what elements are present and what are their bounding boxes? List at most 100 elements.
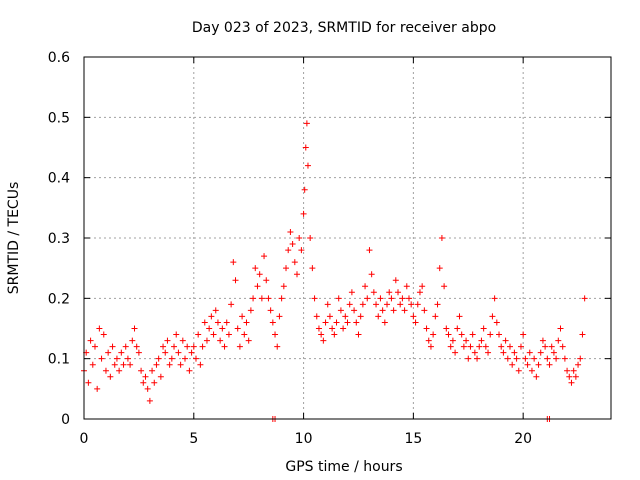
data-point — [278, 295, 285, 302]
data-point — [300, 210, 307, 217]
data-point — [572, 373, 579, 380]
data-point — [118, 349, 125, 356]
data-point — [307, 235, 314, 241]
data-point — [423, 325, 430, 332]
data-point — [109, 343, 116, 350]
data-point — [414, 301, 421, 308]
data-point — [513, 355, 520, 362]
x-tick-label: 10 — [295, 431, 313, 447]
y-tick-label: 0.6 — [48, 50, 70, 66]
data-point — [256, 271, 263, 278]
y-tick-label: 0.2 — [48, 291, 70, 307]
data-point — [87, 337, 94, 344]
x-tick-label: 15 — [404, 431, 422, 447]
data-point — [285, 247, 292, 254]
data-point — [460, 343, 467, 350]
data-point — [232, 277, 239, 284]
data-point — [362, 283, 369, 290]
data-point — [111, 361, 118, 368]
data-point — [416, 289, 423, 296]
data-point — [344, 319, 351, 326]
data-point — [509, 361, 516, 368]
data-point — [173, 331, 180, 338]
data-point — [443, 325, 450, 332]
data-point — [581, 295, 588, 302]
data-point — [221, 343, 228, 350]
data-point — [561, 355, 568, 362]
data-point — [144, 385, 151, 392]
data-point — [331, 331, 338, 338]
data-point — [269, 319, 276, 326]
y-tick-label: 0.4 — [48, 171, 70, 187]
plot-frame — [83, 56, 612, 420]
data-point — [298, 247, 305, 254]
data-point — [379, 307, 386, 314]
data-point — [476, 343, 483, 350]
data-point — [315, 325, 322, 332]
data-point — [324, 301, 331, 308]
data-point — [570, 367, 577, 374]
data-point — [179, 337, 186, 344]
data-point — [91, 343, 98, 350]
data-point — [105, 349, 112, 356]
data-point — [289, 241, 296, 248]
y-tick-label: 0.3 — [48, 231, 70, 247]
data-point — [217, 337, 224, 344]
data-point — [267, 307, 274, 314]
data-point — [487, 331, 494, 338]
data-point — [346, 301, 353, 308]
data-point — [368, 271, 375, 278]
data-point — [131, 325, 138, 332]
data-point — [254, 283, 261, 290]
data-point — [340, 325, 347, 332]
data-point — [201, 319, 208, 326]
data-point — [566, 373, 573, 380]
data-point — [535, 361, 542, 368]
data-point — [548, 343, 555, 350]
data-point — [195, 331, 202, 338]
data-point — [157, 373, 164, 380]
x-tick-label: 20 — [514, 431, 532, 447]
data-point — [276, 313, 283, 320]
data-point — [397, 301, 404, 308]
data-point — [502, 337, 509, 344]
data-point — [493, 319, 500, 326]
data-point — [89, 361, 96, 368]
data-point — [309, 265, 316, 272]
data-point — [579, 331, 586, 338]
data-point — [458, 331, 465, 338]
data-point — [318, 331, 325, 338]
data-point — [373, 301, 380, 308]
data-point — [326, 313, 333, 320]
data-point — [94, 385, 101, 392]
data-point — [171, 343, 178, 350]
data-point — [320, 337, 327, 344]
data-point — [280, 283, 287, 290]
data-point — [482, 343, 489, 350]
data-point — [274, 343, 281, 350]
data-point — [375, 313, 382, 320]
data-point — [384, 301, 391, 308]
data-point — [162, 349, 169, 356]
data-point — [355, 331, 362, 338]
data-point — [557, 325, 564, 332]
data-point — [311, 295, 318, 302]
x-tick-label: 0 — [80, 431, 89, 447]
data-point — [252, 265, 259, 272]
data-point — [469, 331, 476, 338]
data-point — [447, 343, 454, 350]
data-point — [322, 319, 329, 326]
data-point — [302, 144, 309, 151]
data-point — [370, 289, 377, 296]
data-point — [528, 367, 535, 374]
data-point — [577, 355, 584, 362]
data-point — [537, 349, 544, 356]
data-point — [146, 397, 153, 404]
data-point — [129, 337, 136, 344]
data-point — [427, 343, 434, 350]
data-point — [546, 361, 553, 368]
data-point — [498, 343, 505, 350]
data-point — [425, 337, 432, 344]
data-point — [261, 253, 268, 260]
data-point — [401, 307, 408, 314]
